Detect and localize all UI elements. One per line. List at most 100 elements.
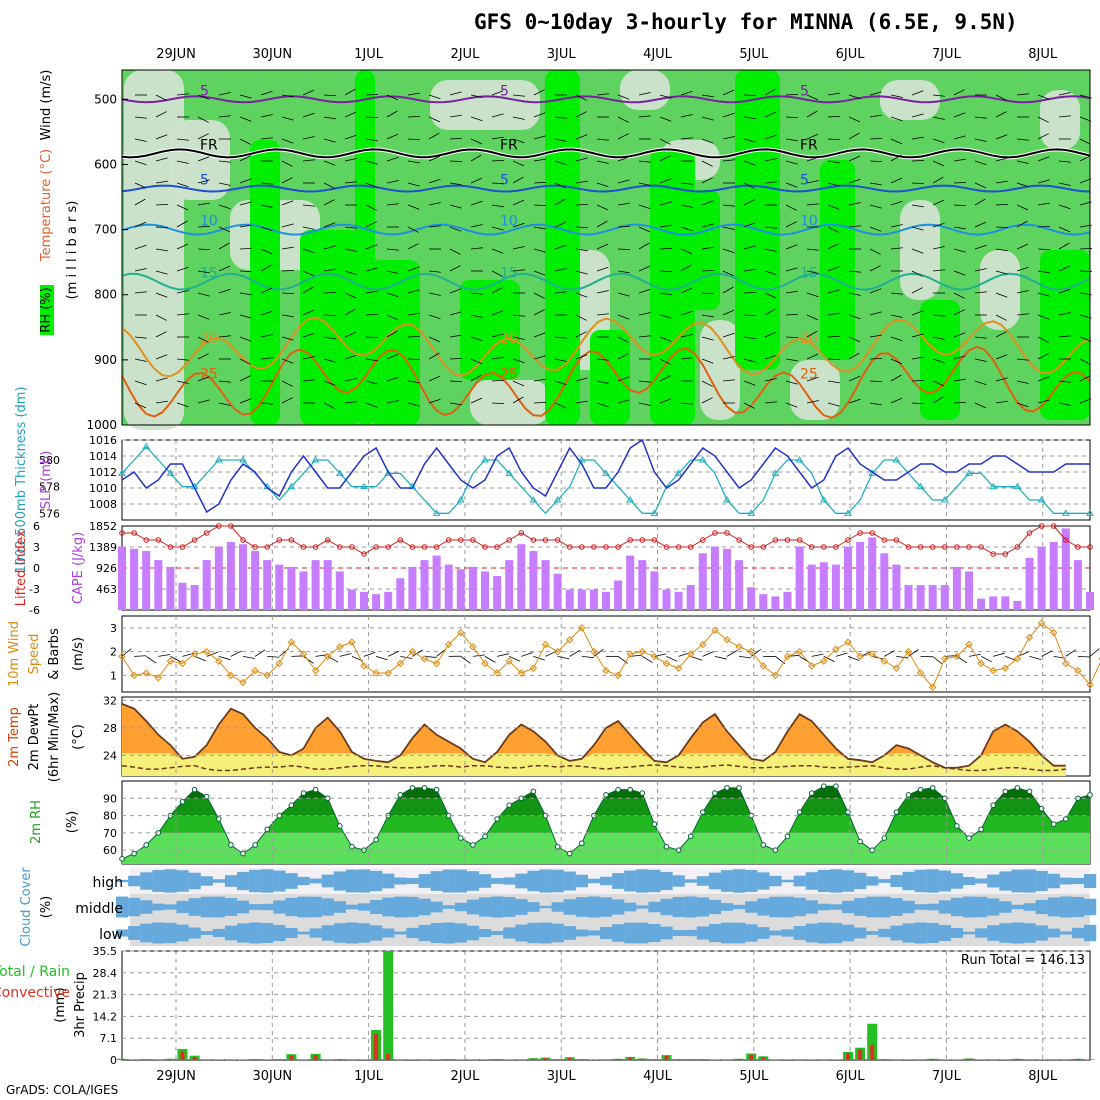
- rh-marker: [1014, 785, 1021, 791]
- wind-barb: [344, 134, 357, 140]
- wind-speed-marker: [844, 638, 852, 646]
- wind-barb: [323, 336, 336, 340]
- wind-barb: [176, 138, 189, 141]
- wind-barb: [197, 336, 209, 343]
- wind-barb: [659, 178, 672, 184]
- wind-speed-marker: [118, 652, 126, 661]
- wind-barb: [260, 264, 272, 272]
- li-marker: [518, 530, 525, 536]
- wind10-barb: [993, 652, 1005, 657]
- wind-barb: [260, 402, 273, 405]
- cloud-bar: [200, 876, 213, 886]
- wind-barb: [323, 199, 335, 206]
- wind-speed-marker: [263, 671, 271, 680]
- cape-bar: [844, 546, 852, 610]
- cloud-bar: [684, 929, 697, 937]
- cloud-bar: [1084, 898, 1097, 916]
- wind-barb: [995, 157, 1008, 162]
- wind-barb: [974, 160, 987, 166]
- cloud-bar: [721, 922, 734, 944]
- wind-speed-marker: [928, 683, 937, 691]
- wind-barb: [974, 221, 987, 228]
- wind-speed-marker: [493, 669, 501, 677]
- cloud-bar: [358, 869, 371, 893]
- rh-moist-patch: [460, 280, 520, 380]
- thickness-tick: 580: [39, 454, 60, 467]
- wind-barb: [533, 332, 546, 338]
- rh-marker: [409, 785, 416, 791]
- wind-barb: [995, 377, 1008, 382]
- cape-bar: [299, 571, 308, 610]
- wind-barb: [449, 182, 462, 186]
- wind-barb: [281, 177, 293, 184]
- wind10-barb: [230, 650, 242, 657]
- rh-moist-patch: [820, 160, 855, 360]
- date-label-bottom: 7JUL: [932, 1069, 962, 1084]
- wind-barb: [848, 270, 861, 273]
- wind-barb: [449, 402, 462, 406]
- li-marker: [373, 544, 379, 550]
- convective-bar: [628, 1057, 633, 1060]
- wind-barb: [386, 270, 399, 274]
- wind-barb: [428, 292, 441, 296]
- wind10-barb: [412, 649, 423, 657]
- wind-barb: [470, 154, 482, 162]
- cloud-bar: [1023, 903, 1036, 911]
- cape-bar: [481, 571, 489, 610]
- wind-barb: [911, 310, 924, 316]
- cloud-bar: [309, 878, 322, 884]
- wind-barb: [239, 336, 252, 342]
- li-marker: [651, 537, 658, 543]
- li-marker: [530, 537, 537, 543]
- wind-speed-marker: [348, 638, 356, 646]
- wind-barb: [911, 226, 924, 231]
- wind-barb: [176, 266, 189, 272]
- wind-barb: [281, 292, 295, 295]
- rh-moist-patch: [590, 330, 630, 425]
- wind-barb: [260, 182, 273, 185]
- thickness-marker: [698, 456, 707, 463]
- cape-bar: [989, 596, 998, 610]
- cloud-bar: [975, 896, 988, 918]
- wind-barb: [659, 201, 672, 206]
- cape-bar: [771, 596, 780, 610]
- rh-marker: [349, 843, 355, 850]
- cape-bar: [577, 589, 586, 610]
- wind-speed-marker: [759, 662, 768, 670]
- precip-bar: [516, 1059, 527, 1060]
- wind-speed-marker: [904, 647, 913, 656]
- wind-barb: [365, 336, 379, 339]
- cloud-bar: [1023, 869, 1036, 893]
- wind-barb: [659, 314, 672, 319]
- wind-barb: [1016, 160, 1029, 164]
- credit-text: GrADS: COLA/IGES: [6, 1083, 119, 1097]
- wind-barb: [323, 245, 336, 250]
- wind-barb: [470, 336, 483, 342]
- date-label-bottom: 3JUL: [547, 1069, 577, 1084]
- wind10-barb: [460, 656, 471, 664]
- date-label-top: 8JUL: [1028, 47, 1058, 62]
- wind-barb: [890, 116, 903, 122]
- cloud-bar: [938, 900, 951, 914]
- wind-barb: [827, 358, 841, 361]
- wind-barb: [596, 313, 609, 316]
- cape-bar: [323, 560, 332, 610]
- rh-moist-patch: [1040, 250, 1090, 420]
- wind-barb: [155, 292, 168, 298]
- contour-line: [121, 316, 1091, 378]
- wind-barb: [386, 292, 399, 298]
- convective-bar: [858, 1049, 863, 1060]
- wind-speed-marker: [856, 652, 864, 661]
- thickness-marker: [747, 509, 756, 516]
- wind-barb: [743, 358, 756, 363]
- wind-barb: [848, 94, 861, 100]
- wind-barb: [974, 182, 987, 189]
- cloud-bar: [624, 870, 637, 892]
- cape-bar: [1049, 541, 1058, 610]
- wind-barb: [764, 248, 777, 252]
- wind-barb: [554, 138, 567, 142]
- rh-marker: [869, 847, 876, 853]
- wind-speed-marker: [771, 671, 780, 680]
- cloud-bar: [1011, 869, 1024, 893]
- cape-bar: [977, 598, 986, 610]
